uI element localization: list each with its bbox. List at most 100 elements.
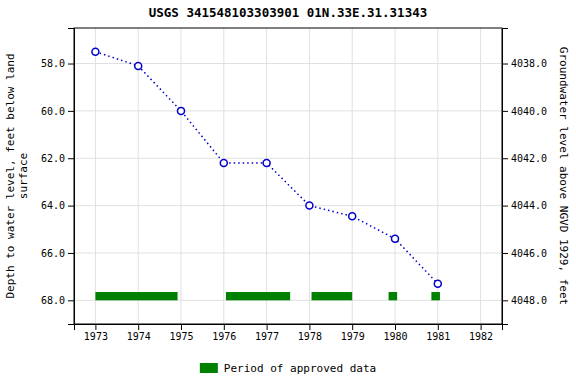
tick-label: 1975 [169, 331, 193, 342]
tick-label: 60.0 [41, 106, 65, 117]
approved-period [431, 292, 440, 300]
grid-line-y [74, 158, 502, 159]
tick-label: 1978 [298, 331, 322, 342]
data-point [178, 107, 185, 114]
tick-label: 1979 [341, 331, 365, 342]
tick-label: 64.0 [41, 200, 65, 211]
tick-label: 1976 [212, 331, 236, 342]
legend-swatch [200, 363, 218, 373]
tick: 4046.0 [502, 248, 547, 259]
grid-line-y [74, 252, 502, 253]
tick-mark [68, 158, 74, 159]
tick: 68.0 [41, 295, 74, 306]
tick: 58.0 [41, 58, 74, 69]
data-point [349, 213, 356, 220]
grid-line-x [95, 28, 96, 324]
y-axis-label: Depth to water level, feet below landsur… [4, 53, 30, 298]
y-axis: 58.0 60.0 62.0 64.0 66.0 68.0 [41, 29, 75, 325]
grid-line-x [266, 28, 267, 324]
tick-mark [502, 253, 508, 254]
data-point [135, 62, 142, 69]
tick-label: 1980 [383, 331, 407, 342]
tick-label: 1973 [84, 331, 108, 342]
tick: 1973 [84, 324, 108, 342]
legend-label: Period of approved data [224, 362, 376, 375]
approved-period [389, 292, 398, 300]
tick-label: 4044.0 [511, 200, 547, 211]
tick-label: 4042.0 [511, 153, 547, 164]
chart: 1973 1974 1975 1976 1977 1978 1979 1980 1981 1982… [0, 0, 576, 384]
tick-label: 4040.0 [511, 106, 547, 117]
axis-line [75, 325, 503, 331]
tick: 64.0 [41, 200, 74, 211]
tick-mark [68, 111, 74, 112]
data-line [95, 52, 437, 284]
legend-item: Period of approved data [200, 362, 376, 375]
tick-mark [68, 300, 74, 301]
tick: 1974 [127, 324, 151, 342]
grid-line-y [74, 205, 502, 206]
tick-label: 1977 [255, 331, 279, 342]
grid-line-y [74, 110, 502, 111]
tick-mark [68, 253, 74, 254]
axis-line [503, 29, 509, 325]
grid-line-x [181, 28, 182, 324]
tick-label: 62.0 [41, 153, 65, 164]
tick: 1976 [212, 324, 236, 342]
tick-mark [309, 324, 310, 330]
tick-mark [138, 324, 139, 330]
tick-mark [438, 324, 439, 330]
tick-label: 58.0 [41, 58, 65, 69]
grid-line-x [309, 28, 310, 324]
tick-mark [181, 324, 182, 330]
y2-axis: 4048.0 4046.0 4044.0 4042.0 4040.0 4038.0 [502, 29, 547, 325]
grid-line-x [138, 28, 139, 324]
tick-mark [352, 324, 353, 330]
tick-mark [481, 324, 482, 330]
tick: 1982 [469, 324, 493, 342]
data-point [220, 159, 227, 166]
title: USGS 341548103303901 01N.33E.31.31343 [149, 5, 427, 20]
y2-axis-label: Groundwater level above NGVD 1929, feet [557, 47, 570, 305]
tick: 4042.0 [502, 153, 547, 164]
tick-mark [95, 324, 96, 330]
tick-mark [502, 300, 508, 301]
tick-label: 1974 [127, 331, 151, 342]
approved-period [95, 292, 177, 300]
tick-label: 1981 [426, 331, 450, 342]
tick-label: 66.0 [41, 248, 65, 259]
tick: 62.0 [41, 153, 74, 164]
plot-area [92, 48, 441, 300]
tick: 66.0 [41, 248, 74, 259]
legend: Period of approved data [200, 362, 376, 375]
tick-mark [502, 64, 508, 65]
plot-frame [74, 28, 502, 324]
tick-mark [267, 324, 268, 330]
tick: 1975 [169, 324, 193, 342]
tick-mark [502, 206, 508, 207]
tick-label: 4038.0 [511, 58, 547, 69]
tick: 4048.0 [502, 295, 547, 306]
data-point [263, 159, 270, 166]
data-point [92, 48, 99, 55]
tick: 1980 [383, 324, 407, 342]
tick-mark [68, 64, 74, 65]
grid-line-x [480, 28, 481, 324]
tick-label: 4046.0 [511, 248, 547, 259]
x-axis: 1973 1974 1975 1976 1977 1978 1979 1980 1981 1982 [75, 324, 503, 342]
tick: 1981 [426, 324, 450, 342]
grid-line-x [352, 28, 353, 324]
approved-period [312, 292, 353, 300]
data-point [434, 280, 441, 287]
approved-period [226, 292, 290, 300]
data-point [306, 202, 313, 209]
tick-label: 1982 [469, 331, 493, 342]
tick-label: 68.0 [41, 295, 65, 306]
grid [74, 28, 502, 324]
tick-mark [502, 158, 508, 159]
tick-mark [224, 324, 225, 330]
data-point [392, 235, 399, 242]
tick: 4038.0 [502, 58, 547, 69]
tick: 4040.0 [502, 106, 547, 117]
tick: 1979 [341, 324, 365, 342]
